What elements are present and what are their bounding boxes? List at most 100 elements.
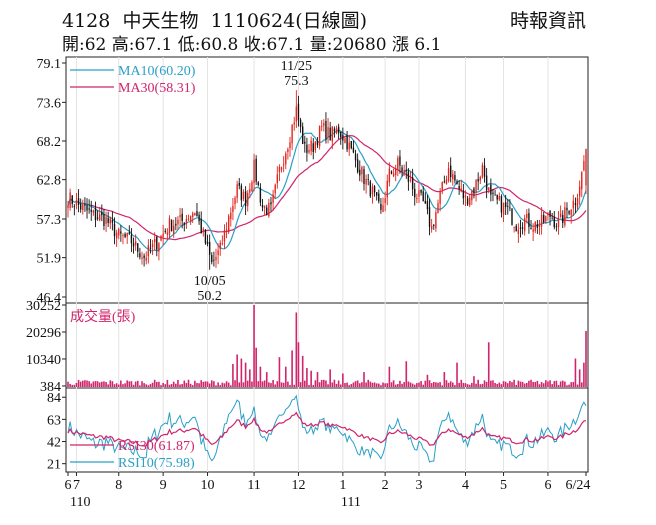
- candle-body: [88, 208, 90, 210]
- volume-bar: [378, 383, 380, 387]
- candle-body: [447, 168, 450, 181]
- volume-bar: [555, 380, 558, 387]
- candle-body: [464, 195, 467, 198]
- candle-body: [285, 153, 287, 165]
- candle-body: [130, 234, 133, 244]
- volume-bar: [268, 382, 270, 387]
- volume-bar: [424, 380, 427, 387]
- volume-bar: [475, 383, 477, 387]
- candle-body: [287, 149, 289, 152]
- volume-bar: [265, 372, 268, 387]
- candle-body: [513, 226, 515, 228]
- volume-bar: [304, 380, 306, 387]
- candle-body: [348, 142, 350, 150]
- volume-bar: [94, 381, 97, 387]
- volume-bar: [306, 368, 308, 387]
- candle-body: [416, 198, 418, 200]
- volume-bar: [405, 361, 408, 387]
- volume-bar: [120, 380, 122, 387]
- volume-bar: [409, 382, 412, 387]
- candle-body: [234, 197, 236, 205]
- candle-body: [215, 256, 217, 261]
- candle-body: [433, 224, 435, 226]
- volume-bar: [371, 382, 374, 387]
- volume-bar: [435, 382, 437, 387]
- candle-body: [390, 171, 393, 174]
- candle-body: [69, 192, 71, 208]
- price-y-tick-label: 62.8: [37, 174, 62, 189]
- volume-bar: [270, 383, 272, 387]
- candle-body: [236, 184, 238, 199]
- volume-bar: [585, 330, 587, 387]
- candle-body: [107, 218, 109, 223]
- candle-body: [153, 239, 156, 243]
- candle-body: [295, 106, 298, 122]
- candle-body: [576, 197, 579, 207]
- volume-bar: [570, 382, 572, 387]
- volume-bar: [246, 380, 249, 387]
- price-y-tick-label: 79.1: [37, 57, 62, 72]
- volume-bar: [418, 382, 420, 387]
- candle-body: [492, 192, 494, 195]
- legends: MA10(60.20) MA30(58.31) 成交量(張) RSI30(61.87)…: [70, 64, 196, 471]
- volume-bar: [147, 385, 150, 387]
- volume-bar: [413, 384, 416, 387]
- volume-bar: [103, 381, 105, 387]
- volume-bar: [354, 381, 357, 387]
- candle-body: [175, 223, 177, 226]
- chart-title: 4128 中天生物 1110624(日線圖): [62, 6, 367, 33]
- candle-body: [549, 210, 551, 218]
- candle-body: [473, 188, 475, 194]
- volume-bar: [92, 381, 95, 387]
- volume-bar: [545, 380, 547, 387]
- volume-bar: [90, 383, 93, 387]
- volume-bar: [365, 382, 367, 387]
- volume-bar: [380, 385, 382, 387]
- candle-body: [162, 233, 164, 238]
- candle-body: [124, 233, 126, 238]
- candle-body: [105, 216, 107, 224]
- candle-body: [266, 207, 268, 215]
- candle-body: [566, 207, 568, 211]
- volume-bar: [394, 384, 397, 387]
- candle-body: [213, 259, 215, 261]
- volume-bar: [447, 382, 450, 387]
- volume-bar: [500, 384, 503, 387]
- volume-bar: [196, 382, 198, 387]
- candle-body: [397, 157, 399, 170]
- candle-body: [375, 192, 378, 196]
- candle-body: [331, 126, 333, 142]
- candle-body: [90, 209, 92, 212]
- candle-body: [318, 126, 321, 147]
- candle-body: [466, 198, 469, 205]
- candle-body: [329, 127, 331, 141]
- candle-body: [160, 235, 162, 241]
- volume-bar: [358, 383, 361, 387]
- volume-bar: [327, 384, 329, 387]
- candle-body: [71, 195, 73, 204]
- candle-body: [545, 216, 547, 222]
- candlesticks: [67, 90, 587, 270]
- candle-body: [540, 214, 543, 227]
- volume-bar: [181, 384, 183, 387]
- stock-name: 中天生物: [122, 10, 199, 32]
- volume-bar: [325, 380, 327, 387]
- candle-body: [401, 167, 403, 172]
- candle-body: [249, 189, 251, 193]
- candle-body: [395, 168, 397, 176]
- data-source: 時報資訊: [510, 10, 587, 32]
- candle-body: [312, 143, 314, 153]
- candle-body: [553, 216, 555, 227]
- volume-bar: [225, 381, 228, 387]
- volume-bar: [557, 384, 560, 387]
- ma30-line: [67, 135, 587, 241]
- x-tick-label: 10: [201, 478, 215, 493]
- candle-body: [84, 203, 86, 206]
- candle-body: [483, 165, 486, 177]
- volume-bar: [158, 381, 160, 387]
- volume-bar: [513, 379, 515, 387]
- volume-bar: [566, 385, 568, 387]
- candle-body: [86, 204, 88, 211]
- candle-body: [456, 181, 458, 185]
- candle-body: [238, 182, 240, 186]
